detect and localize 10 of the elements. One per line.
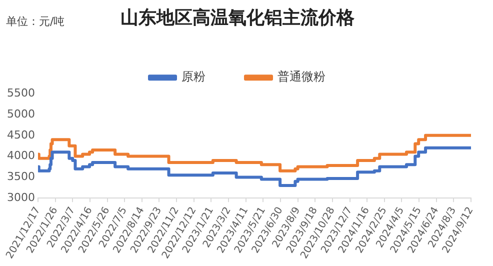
y-tick-label: 3000: [6, 190, 35, 204]
legend-label: 普通微粉: [278, 70, 326, 84]
y-tick-label: 3500: [6, 170, 35, 184]
y-tick-label: 5000: [6, 107, 35, 120]
chart-title: 山东地区高温氧化铝主流价格: [120, 7, 356, 28]
text: 单位：元/吨: [6, 14, 65, 28]
legend-label: 原粉: [182, 70, 206, 84]
y-tick-label: 5500: [6, 86, 35, 100]
y-tick-label: 4000: [6, 149, 35, 162]
y-tick-label: 4500: [6, 128, 35, 142]
